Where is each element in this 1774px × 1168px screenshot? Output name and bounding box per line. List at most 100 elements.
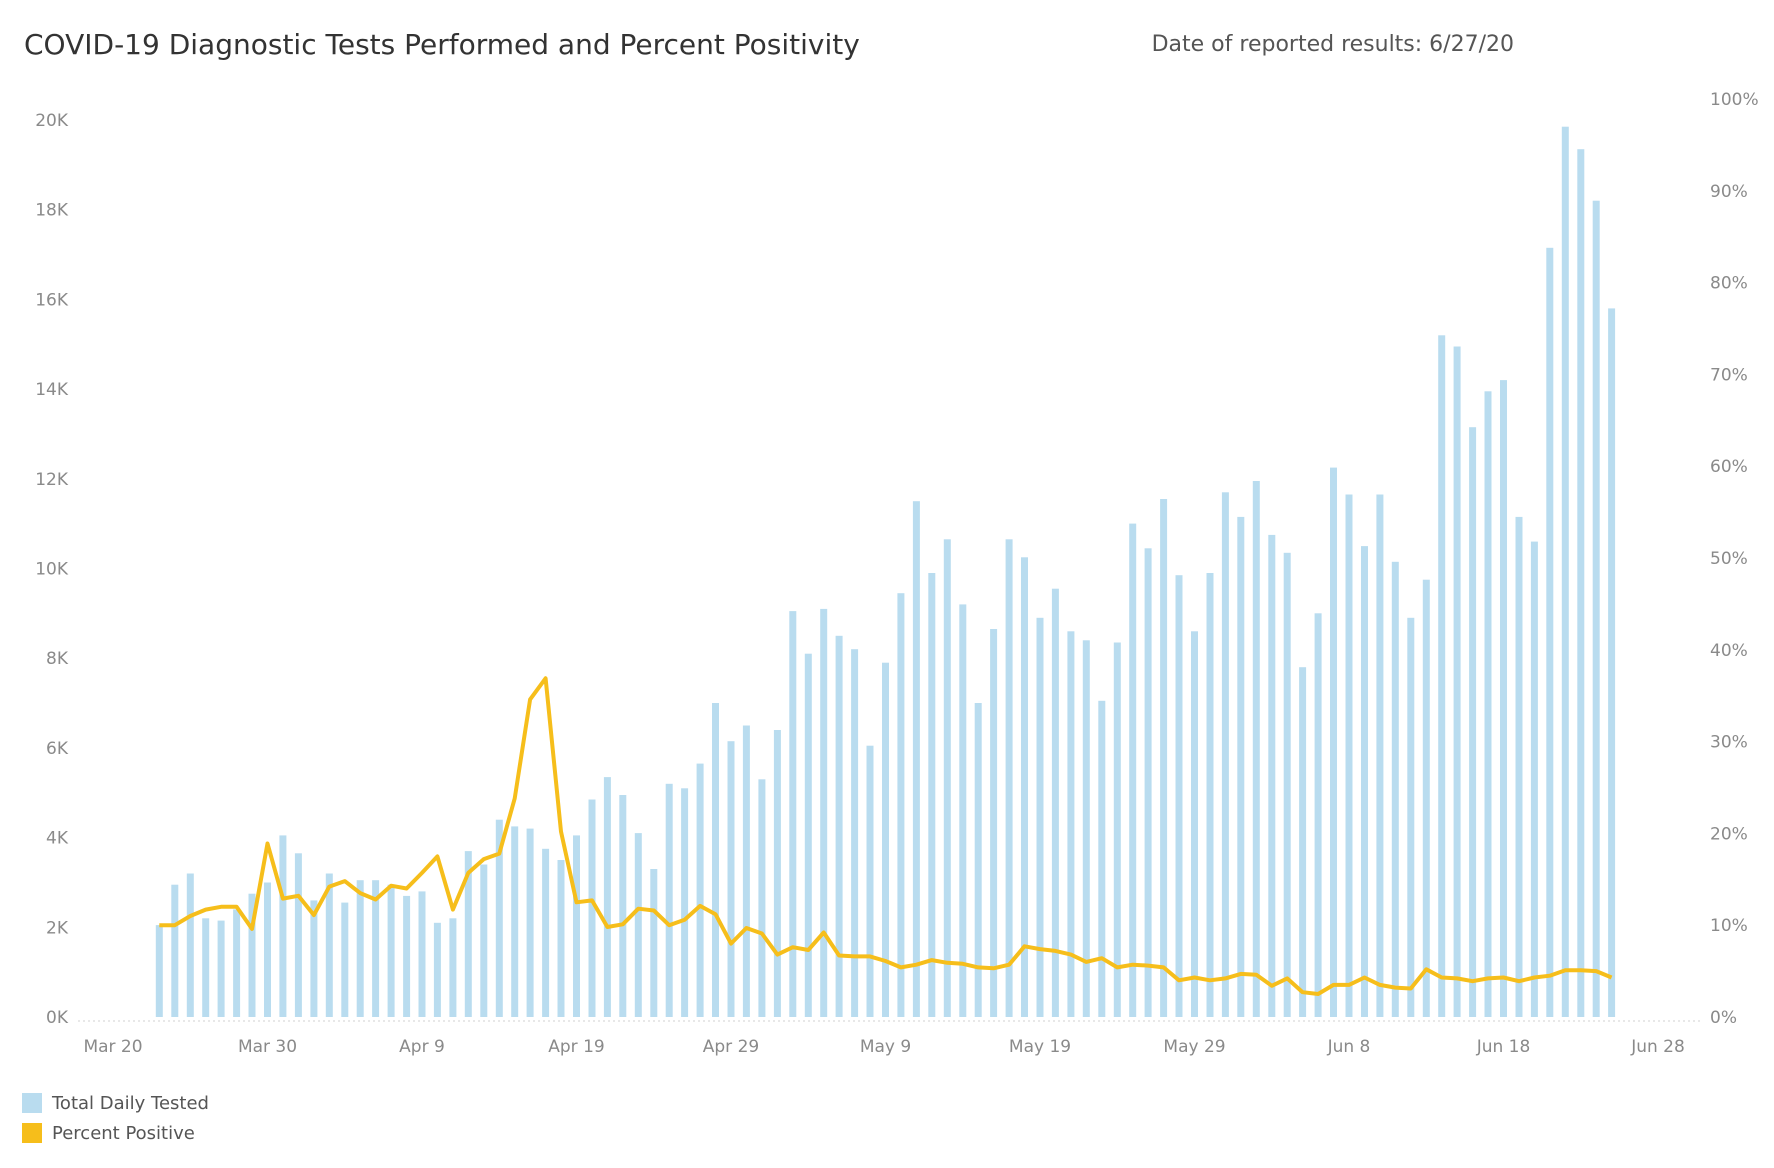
bar[interactable] bbox=[1546, 247, 1554, 1018]
bar[interactable] bbox=[1453, 346, 1461, 1018]
bar[interactable] bbox=[248, 893, 256, 1017]
bar[interactable] bbox=[1005, 539, 1013, 1017]
bar[interactable] bbox=[1330, 467, 1337, 1018]
bar[interactable] bbox=[1175, 575, 1183, 1017]
legend-item-total-daily-tested[interactable]: Total Daily Tested bbox=[22, 1088, 209, 1118]
bar[interactable] bbox=[1160, 499, 1168, 1017]
bar[interactable] bbox=[403, 895, 411, 1017]
bar[interactable] bbox=[1299, 667, 1307, 1017]
bar[interactable] bbox=[233, 909, 241, 1017]
bar[interactable] bbox=[634, 833, 642, 1017]
bar[interactable] bbox=[1067, 631, 1075, 1017]
bar[interactable] bbox=[264, 882, 271, 1018]
bar[interactable] bbox=[1206, 573, 1214, 1017]
bar[interactable] bbox=[1113, 642, 1121, 1018]
bar[interactable] bbox=[866, 745, 874, 1017]
bar[interactable] bbox=[1283, 552, 1291, 1017]
bar[interactable] bbox=[912, 501, 920, 1017]
bar[interactable] bbox=[1036, 617, 1044, 1017]
bar[interactable] bbox=[1561, 126, 1569, 1017]
bar[interactable] bbox=[835, 635, 843, 1017]
bar[interactable] bbox=[943, 539, 951, 1017]
bar[interactable] bbox=[1051, 588, 1059, 1017]
bar[interactable] bbox=[279, 835, 287, 1017]
bar[interactable] bbox=[1144, 548, 1152, 1017]
bar[interactable] bbox=[387, 884, 395, 1017]
bar[interactable] bbox=[603, 777, 611, 1017]
left-tick-label: 12K bbox=[35, 470, 69, 490]
bar[interactable] bbox=[310, 900, 318, 1017]
bar[interactable] bbox=[789, 611, 797, 1017]
bar[interactable] bbox=[1221, 492, 1229, 1017]
bar[interactable] bbox=[1438, 335, 1446, 1017]
bar[interactable] bbox=[171, 884, 179, 1017]
bar[interactable] bbox=[526, 828, 534, 1017]
bar[interactable] bbox=[1422, 579, 1430, 1017]
bar[interactable] bbox=[1391, 561, 1399, 1017]
bar[interactable] bbox=[449, 918, 457, 1017]
bar[interactable] bbox=[294, 853, 302, 1017]
bar[interactable] bbox=[495, 819, 503, 1017]
bar[interactable] bbox=[542, 848, 550, 1017]
bar[interactable] bbox=[1082, 640, 1090, 1017]
bar[interactable] bbox=[325, 873, 333, 1018]
percent-positive-line[interactable] bbox=[159, 676, 1613, 996]
bar[interactable] bbox=[511, 826, 519, 1017]
bar[interactable] bbox=[1592, 200, 1600, 1017]
bar[interactable] bbox=[681, 788, 689, 1017]
bar[interactable] bbox=[773, 730, 781, 1017]
bar[interactable] bbox=[1191, 631, 1198, 1017]
legend-item-percent-positive[interactable]: Percent Positive bbox=[22, 1118, 209, 1148]
bar[interactable] bbox=[1376, 494, 1384, 1018]
bar[interactable] bbox=[433, 922, 441, 1017]
bar[interactable] bbox=[974, 703, 982, 1017]
bar[interactable] bbox=[1515, 516, 1523, 1017]
bar[interactable] bbox=[727, 741, 735, 1017]
bar[interactable] bbox=[573, 835, 580, 1017]
bar[interactable] bbox=[418, 891, 426, 1017]
bar[interactable] bbox=[1407, 617, 1415, 1017]
bar[interactable] bbox=[1021, 557, 1028, 1017]
bar[interactable] bbox=[341, 902, 349, 1017]
bar[interactable] bbox=[882, 662, 889, 1017]
bar[interactable] bbox=[464, 851, 472, 1017]
bar[interactable] bbox=[480, 864, 488, 1018]
bar[interactable] bbox=[1361, 546, 1368, 1017]
bar[interactable] bbox=[1608, 308, 1616, 1017]
bar[interactable] bbox=[650, 869, 658, 1017]
bar[interactable] bbox=[1530, 541, 1538, 1017]
bar[interactable] bbox=[1129, 523, 1137, 1017]
bar[interactable] bbox=[1314, 613, 1322, 1017]
bar[interactable] bbox=[1577, 149, 1585, 1017]
bar[interactable] bbox=[758, 779, 766, 1017]
bar[interactable] bbox=[1252, 481, 1260, 1017]
bar[interactable] bbox=[356, 880, 364, 1017]
bar[interactable] bbox=[1268, 534, 1276, 1017]
bar[interactable] bbox=[217, 920, 225, 1017]
bar[interactable] bbox=[665, 783, 673, 1017]
bar[interactable] bbox=[1098, 700, 1106, 1017]
bar[interactable] bbox=[897, 593, 905, 1017]
bar[interactable] bbox=[1484, 391, 1492, 1017]
bar[interactable] bbox=[742, 725, 750, 1018]
bar[interactable] bbox=[186, 873, 194, 1018]
bar[interactable] bbox=[928, 573, 936, 1017]
right-axis: 0% 10% 20% 30% 40% 50% 60% 70% 80% 90% 100% bbox=[1710, 90, 1759, 1028]
bar[interactable] bbox=[155, 925, 163, 1017]
bar[interactable] bbox=[820, 608, 828, 1017]
bar[interactable] bbox=[712, 703, 719, 1017]
bar[interactable] bbox=[851, 649, 859, 1017]
bar[interactable] bbox=[557, 860, 565, 1017]
bar[interactable] bbox=[1500, 380, 1507, 1018]
bar[interactable] bbox=[372, 880, 380, 1017]
bar[interactable] bbox=[588, 799, 596, 1018]
bar[interactable] bbox=[1345, 494, 1353, 1018]
bar[interactable] bbox=[1237, 516, 1245, 1017]
bar[interactable] bbox=[619, 795, 627, 1017]
bar[interactable] bbox=[696, 763, 704, 1017]
bar[interactable] bbox=[959, 604, 967, 1017]
bar[interactable] bbox=[804, 653, 812, 1017]
bar[interactable] bbox=[1469, 427, 1477, 1017]
bar[interactable] bbox=[990, 629, 998, 1017]
bar[interactable] bbox=[202, 918, 210, 1017]
